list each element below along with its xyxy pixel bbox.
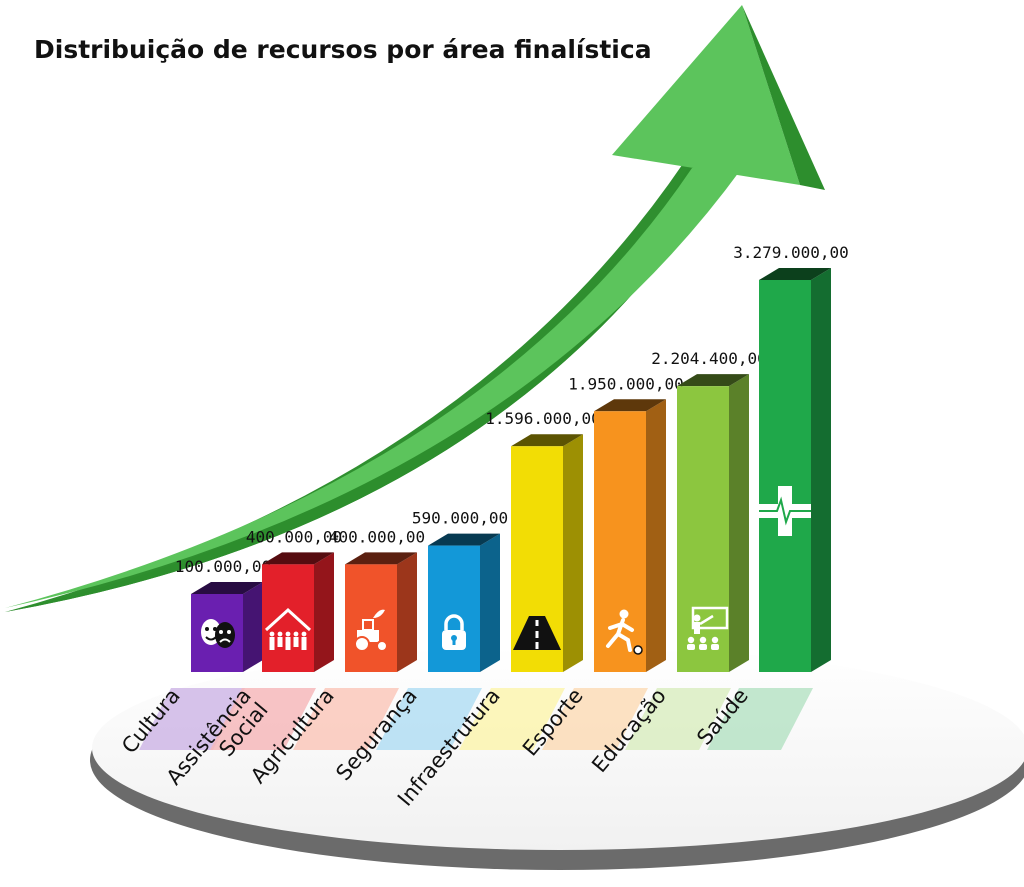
padlock-icon [442, 614, 466, 650]
category-stripe [210, 688, 316, 750]
teacher-board-icon [687, 606, 729, 650]
family-home-icon [264, 607, 312, 650]
value-label: 400.000,00 [329, 527, 425, 546]
bar-side [563, 434, 583, 672]
category-stripe [293, 688, 399, 750]
bar-top [677, 374, 749, 387]
bar-front [677, 386, 729, 672]
bar-top [345, 552, 417, 565]
bar-top [428, 533, 500, 546]
bar-side [480, 533, 500, 672]
bar-top [594, 399, 666, 412]
value-label: 590.000,00 [412, 509, 508, 528]
category-stripe [707, 688, 813, 750]
bar-side [646, 399, 666, 672]
growth-arrow-head [612, 5, 800, 185]
bar-front [428, 545, 480, 672]
growth-arrow-head-side [742, 5, 825, 190]
bar-front [759, 280, 811, 672]
tractor-icon [354, 609, 388, 652]
runner-icon [606, 609, 643, 655]
value-label: 400.000,00 [246, 527, 342, 546]
value-label: 1.596.000,00 [485, 409, 601, 428]
category-stripe [376, 688, 482, 750]
bar-side [314, 552, 334, 672]
bar-top [191, 582, 263, 594]
bar-side [397, 552, 417, 672]
category-stripe [542, 688, 648, 750]
bar-side [729, 374, 749, 672]
bar-top [759, 268, 831, 280]
growth-arrow-body [5, 168, 742, 608]
bar-side [811, 268, 831, 672]
value-label: 1.950.000,00 [568, 374, 684, 393]
bars-group: 100.000,00Cultura400.000,00AssistênciaSo… [117, 243, 849, 811]
value-label: 3.279.000,00 [733, 243, 849, 262]
theater-masks-icon [201, 619, 235, 648]
bar-front [345, 564, 397, 672]
value-label: 100.000,00 [175, 557, 271, 576]
bar-top [262, 552, 334, 565]
bar-front [262, 564, 314, 672]
bar-top [511, 434, 583, 447]
value-label: 2.204.400,00 [651, 349, 767, 368]
bar-side [243, 582, 263, 672]
road-icon [513, 616, 561, 650]
health-cross-icon [759, 486, 811, 536]
chart-title: Distribuição de recursos por área finalí… [34, 35, 652, 64]
category-stripe [459, 688, 565, 750]
category-stripe [625, 688, 731, 750]
